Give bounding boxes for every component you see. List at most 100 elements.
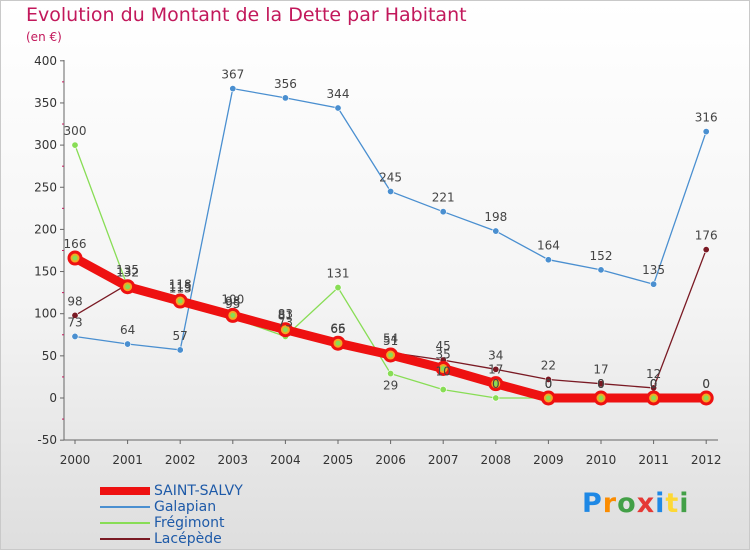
data-label: 73 bbox=[67, 315, 82, 329]
data-label: 135 bbox=[642, 263, 665, 277]
legend-label-saint-salvy: SAINT-SALVY bbox=[154, 483, 243, 499]
data-label: 98 bbox=[67, 294, 82, 308]
data-point bbox=[544, 256, 552, 264]
data-label: 17 bbox=[488, 363, 503, 377]
data-point-center bbox=[440, 365, 446, 371]
data-label: 367 bbox=[221, 68, 244, 82]
proxiti-logo: Proxiti bbox=[582, 488, 690, 519]
data-point bbox=[650, 280, 658, 288]
data-point-center bbox=[651, 395, 657, 401]
data-point bbox=[597, 266, 605, 274]
data-label: 98 bbox=[225, 294, 240, 308]
data-point bbox=[439, 386, 447, 394]
data-label: 300 bbox=[64, 124, 87, 138]
data-label: 132 bbox=[116, 266, 139, 280]
data-label: 164 bbox=[537, 239, 560, 253]
data-label: 0 bbox=[545, 377, 553, 391]
data-point bbox=[492, 365, 500, 373]
data-label: 221 bbox=[432, 191, 455, 205]
data-label: 0 bbox=[492, 377, 500, 391]
legend-item-lacepede: Lacépède bbox=[100, 531, 300, 547]
data-point bbox=[71, 141, 79, 149]
y-tick-label: 50 bbox=[42, 349, 57, 363]
logo-letter: i bbox=[679, 488, 690, 519]
data-label: 10 bbox=[436, 365, 451, 379]
logo-letter: i bbox=[655, 488, 666, 519]
data-point bbox=[229, 85, 237, 93]
series-line-1 bbox=[74, 87, 707, 351]
data-point bbox=[492, 394, 500, 402]
data-label: 115 bbox=[169, 280, 192, 294]
data-label: 0 bbox=[597, 377, 605, 391]
data-label: 45 bbox=[436, 339, 451, 353]
data-label: 131 bbox=[327, 267, 350, 281]
data-label: 83 bbox=[278, 307, 293, 321]
data-point bbox=[71, 311, 79, 319]
data-label: 12 bbox=[646, 367, 661, 381]
data-point-center bbox=[545, 395, 551, 401]
legend-label-galapian: Galapian bbox=[154, 499, 217, 515]
y-tick-label: 100 bbox=[34, 307, 57, 321]
data-label: 66 bbox=[330, 321, 345, 335]
data-label: 100 bbox=[221, 293, 244, 307]
data-point-center bbox=[230, 312, 236, 318]
logo-letter: P bbox=[582, 488, 603, 519]
data-point bbox=[387, 187, 395, 195]
y-tick-label: 150 bbox=[34, 265, 57, 279]
data-point-center bbox=[125, 284, 131, 290]
x-tick-label: 2007 bbox=[428, 453, 459, 467]
data-point-center bbox=[282, 327, 288, 333]
data-label: 57 bbox=[173, 329, 188, 343]
data-point-center bbox=[388, 352, 394, 358]
x-tick-label: 2012 bbox=[691, 453, 722, 467]
data-label: 95 bbox=[225, 297, 240, 311]
legend-label-fregimont: Frégimont bbox=[154, 515, 225, 531]
x-tick-label: 2005 bbox=[323, 453, 354, 467]
data-label: 51 bbox=[383, 334, 398, 348]
data-point-center bbox=[703, 395, 709, 401]
data-label: 0 bbox=[650, 377, 658, 391]
data-point bbox=[544, 375, 552, 383]
y-tick-label: -50 bbox=[37, 433, 57, 447]
x-tick-label: 2010 bbox=[586, 453, 617, 467]
data-label: 35 bbox=[436, 347, 451, 361]
data-point bbox=[71, 332, 79, 340]
y-tick-label: 400 bbox=[34, 54, 57, 68]
chart-subtitle: (en €) bbox=[26, 30, 62, 44]
data-point bbox=[124, 340, 132, 348]
x-tick-label: 2006 bbox=[375, 453, 406, 467]
data-point bbox=[387, 370, 395, 378]
data-label: 81 bbox=[278, 309, 293, 323]
data-label: 0 bbox=[650, 377, 658, 391]
data-label: 73 bbox=[278, 315, 293, 329]
legend-item-fregimont: Frégimont bbox=[100, 515, 300, 531]
data-label: 245 bbox=[379, 170, 402, 184]
data-point bbox=[597, 380, 605, 388]
data-label: 113 bbox=[169, 282, 192, 296]
data-label: 344 bbox=[327, 87, 350, 101]
chart-title: Evolution du Montant de la Dette par Hab… bbox=[26, 4, 467, 26]
data-label: 22 bbox=[541, 358, 556, 372]
data-point-center bbox=[335, 340, 341, 346]
data-label: 118 bbox=[169, 278, 192, 292]
x-tick-label: 2008 bbox=[481, 453, 512, 467]
data-point bbox=[334, 284, 342, 292]
y-tick-label: 200 bbox=[34, 222, 57, 236]
logo-letter: t bbox=[665, 488, 680, 519]
data-label: 135 bbox=[116, 263, 139, 277]
data-label: 54 bbox=[383, 331, 398, 345]
x-tick-label: 2003 bbox=[218, 453, 249, 467]
legend-swatch-galapian bbox=[100, 506, 150, 508]
data-label: 65 bbox=[330, 322, 345, 336]
legend-swatch-saint-salvy bbox=[100, 487, 150, 495]
data-label: 0 bbox=[545, 377, 553, 391]
data-point-center bbox=[493, 381, 499, 387]
data-point bbox=[281, 94, 289, 102]
data-point-center bbox=[177, 298, 183, 304]
data-label: 176 bbox=[695, 229, 718, 243]
legend-label-lacepede: Lacépède bbox=[154, 531, 222, 547]
logo-letter: o bbox=[617, 488, 637, 519]
legend-item-saint-salvy: SAINT-SALVY bbox=[100, 483, 300, 499]
